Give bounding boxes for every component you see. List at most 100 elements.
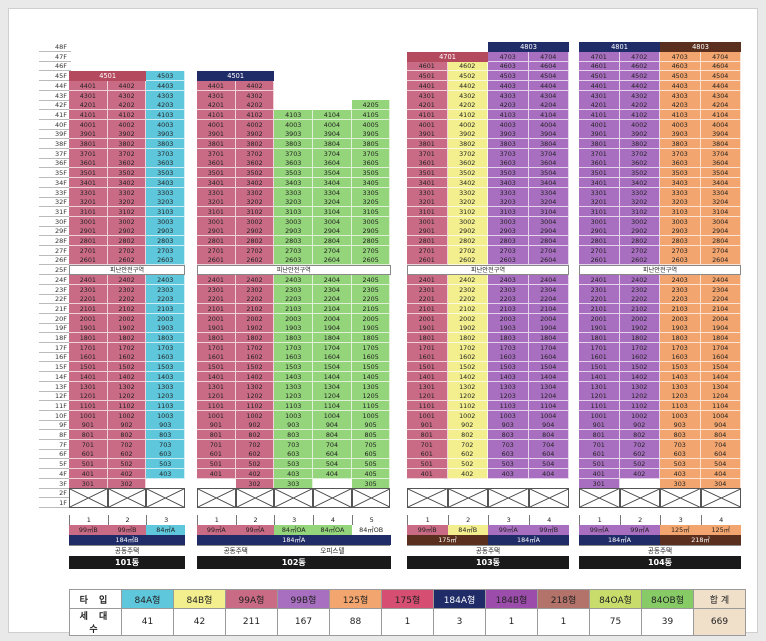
- unit-cell: 1904: [528, 323, 569, 334]
- unit-cell: 4604: [700, 61, 741, 72]
- unit-cell: 3401: [407, 177, 448, 188]
- unit-cell: 1203: [274, 391, 314, 402]
- unit-cell: 2003: [660, 313, 701, 324]
- unit-cell: 1901: [579, 323, 620, 334]
- legend-type-label: 99A형: [225, 589, 278, 609]
- unit-cell: 3001: [407, 216, 448, 227]
- unit-cell: 2602: [107, 255, 147, 266]
- unit-cell: 705: [351, 439, 391, 450]
- unit-cell: 1804: [313, 333, 352, 343]
- unit-cell: 1204: [700, 391, 741, 402]
- unit-cell: 1502: [107, 362, 147, 373]
- legend-type-label: 84OB형: [641, 589, 694, 609]
- unit-cell: 602: [107, 449, 147, 460]
- floor-label: 28F: [39, 236, 71, 246]
- unit-cell: 1402: [619, 371, 660, 382]
- unit-cell: 1201: [579, 391, 620, 402]
- unit-cell: 4104: [313, 109, 352, 120]
- building-name: 101동: [69, 556, 186, 569]
- unit-cell: 1802: [107, 333, 147, 343]
- unit-cell: 2602: [619, 255, 660, 266]
- unit-cell: 1504: [528, 362, 569, 373]
- unit-cell: 2701: [69, 245, 108, 256]
- unit-cell: 3105: [351, 206, 391, 217]
- unit-cell: 3001: [69, 216, 108, 227]
- unit-cell: 4002: [619, 119, 660, 130]
- unit-cell: 1902: [619, 323, 660, 334]
- unit-cell: 2101: [197, 303, 236, 314]
- unit-cell: 901: [69, 420, 108, 431]
- unit-cell: 1704: [700, 342, 741, 353]
- unit-cell: 3303: [274, 187, 314, 198]
- unit-cell: 3703: [488, 148, 529, 159]
- unit-cell: 701: [407, 439, 448, 450]
- unit-cell: 1701: [407, 342, 448, 353]
- unit-cell: 2002: [235, 313, 275, 324]
- non-residential-floor-box: [197, 488, 236, 509]
- unit-cell: 703: [488, 439, 529, 450]
- unit-cell: 4204: [700, 100, 741, 111]
- unit-cell: 3101: [69, 206, 108, 217]
- unit-cell: 3003: [274, 216, 314, 227]
- unit-cell: 4101: [197, 109, 236, 120]
- unit-cell: 2904: [313, 226, 352, 237]
- unit-cell: 4701: [579, 51, 620, 62]
- unit-cell: 1603: [660, 352, 701, 363]
- unit-cell: 2902: [107, 226, 147, 237]
- unit-cell: 1304: [528, 381, 569, 392]
- unit-cell: 3403: [146, 177, 186, 188]
- unit-cell: 3601: [579, 158, 620, 169]
- unit-cell: 3205: [351, 197, 391, 208]
- unit-cell: 4502: [619, 71, 660, 82]
- unit-cell: 2701: [579, 245, 620, 256]
- unit-cell: 2904: [700, 226, 741, 237]
- unit-cell: 1802: [447, 333, 488, 343]
- unit-cell: 3103: [660, 206, 701, 217]
- unit-cell: 1702: [107, 342, 147, 353]
- unit-cell: 4401: [197, 80, 236, 91]
- unit-cell: 1703: [146, 342, 186, 353]
- floor-label: 36F: [39, 158, 71, 169]
- unit-cell: 3104: [700, 206, 741, 217]
- unit-cell: 701: [69, 439, 108, 450]
- unit-cell: 2601: [579, 255, 620, 266]
- unit-cell: 3603: [488, 158, 529, 169]
- unit-cell: 1103: [274, 400, 314, 411]
- building-name: 104동: [579, 556, 741, 569]
- unit-cell: 1203: [488, 391, 529, 402]
- unit-cell: 504: [528, 459, 569, 470]
- unit-cell: 1403: [488, 371, 529, 382]
- unit-cell: 2701: [407, 245, 448, 256]
- floor-label: 6F: [39, 449, 71, 460]
- unit-cell: 2802: [619, 236, 660, 246]
- unit-cell: 4101: [579, 109, 620, 120]
- legend-type-label: 84A형: [121, 589, 174, 609]
- unit-cell: 1202: [447, 391, 488, 402]
- unit-cell: 4105: [351, 109, 391, 120]
- unit-cell: 1104: [528, 400, 569, 411]
- unit-cell: 3303: [488, 187, 529, 198]
- legend-count-row: 세 대 수 41 42 211 167 88 1 3 1 1 75 39 669: [69, 608, 746, 636]
- unit-cell: 2101: [407, 303, 448, 314]
- unit-cell: 403: [146, 468, 186, 479]
- unit-cell: 2304: [528, 284, 569, 295]
- unit-cell: 1703: [488, 342, 529, 353]
- unit-cell: 3305: [351, 187, 391, 198]
- unit-cell: 2903: [146, 226, 186, 237]
- unit-cell: 1902: [107, 323, 147, 334]
- unit-cell: 3303: [660, 187, 701, 198]
- unit-cell: 2001: [579, 313, 620, 324]
- unit-cell: 3604: [528, 158, 569, 169]
- unit-cell: 604: [528, 449, 569, 460]
- unit-cell: 1102: [447, 400, 488, 411]
- floor-label: 32F: [39, 197, 71, 208]
- unit-cell: 1802: [619, 333, 660, 343]
- duplex-unit-header: 4701: [407, 51, 488, 62]
- unit-cell: 504: [313, 459, 352, 470]
- building-usage-label: 오피스텔: [274, 545, 391, 556]
- building-usage-label: 공동주택: [579, 545, 741, 556]
- unit-cell: 4205: [351, 100, 391, 111]
- unit-cell: 1404: [700, 371, 741, 382]
- unit-cell: 805: [351, 430, 391, 440]
- unit-cell: 4402: [107, 80, 147, 91]
